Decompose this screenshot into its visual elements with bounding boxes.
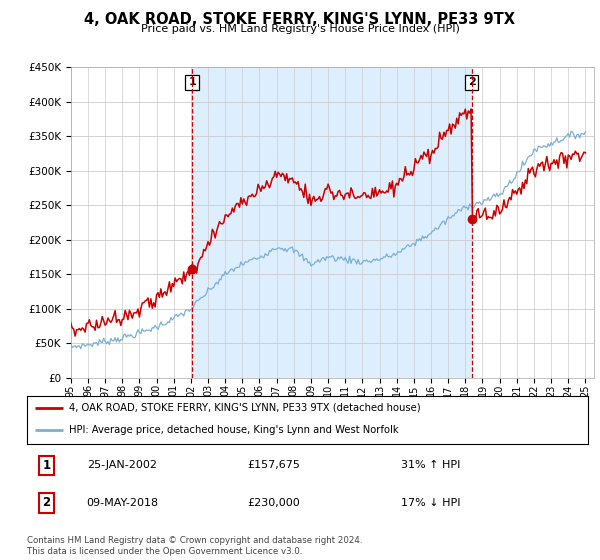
Text: 1: 1	[43, 459, 50, 472]
Text: 4, OAK ROAD, STOKE FERRY, KING'S LYNN, PE33 9TX (detached house): 4, OAK ROAD, STOKE FERRY, KING'S LYNN, P…	[69, 403, 421, 413]
Text: 09-MAY-2018: 09-MAY-2018	[86, 498, 158, 508]
Text: 1: 1	[188, 77, 196, 87]
Text: Contains HM Land Registry data © Crown copyright and database right 2024.
This d: Contains HM Land Registry data © Crown c…	[27, 536, 362, 556]
Text: Price paid vs. HM Land Registry's House Price Index (HPI): Price paid vs. HM Land Registry's House …	[140, 24, 460, 34]
Text: 31% ↑ HPI: 31% ↑ HPI	[401, 460, 461, 470]
Text: £230,000: £230,000	[247, 498, 300, 508]
Text: 4, OAK ROAD, STOKE FERRY, KING'S LYNN, PE33 9TX: 4, OAK ROAD, STOKE FERRY, KING'S LYNN, P…	[85, 12, 515, 27]
Text: 2: 2	[43, 496, 50, 510]
Bar	[192, 67, 472, 378]
Text: £157,675: £157,675	[247, 460, 300, 470]
Text: HPI: Average price, detached house, King's Lynn and West Norfolk: HPI: Average price, detached house, King…	[69, 425, 398, 435]
Text: 17% ↓ HPI: 17% ↓ HPI	[401, 498, 461, 508]
Text: 2: 2	[467, 77, 475, 87]
Text: 25-JAN-2002: 25-JAN-2002	[88, 460, 157, 470]
